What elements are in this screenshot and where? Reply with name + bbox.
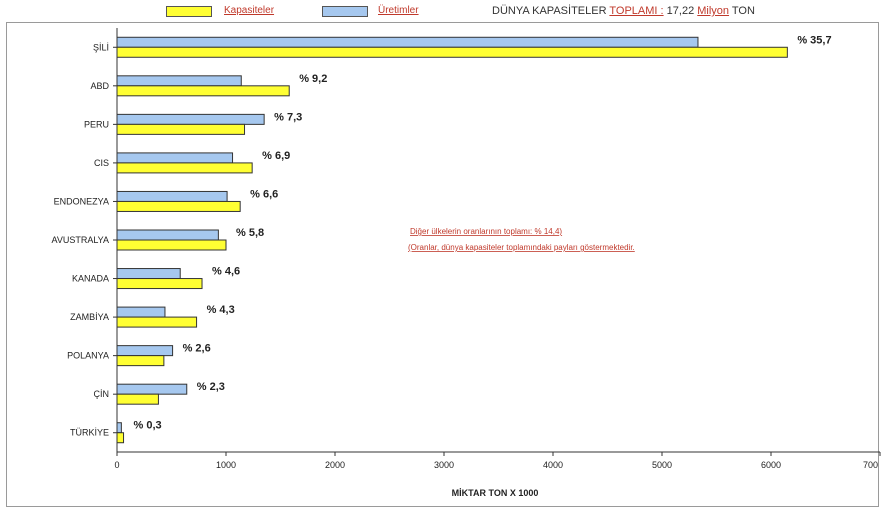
- bar-capacity: [116, 46, 788, 58]
- bar-capacity: [116, 432, 125, 444]
- percent-label: % 6,6: [250, 188, 278, 200]
- x-tick-label: 5000: [652, 460, 672, 470]
- category-label: ZAMBİYA: [70, 312, 109, 322]
- bar-production: [116, 36, 699, 48]
- bar-capacity: [116, 393, 159, 405]
- legend-capacity-label: Kapasiteler: [224, 5, 275, 16]
- bars-group: [116, 36, 788, 444]
- bar-production: [116, 268, 181, 280]
- category-label: AVUSTRALYA: [51, 235, 109, 245]
- x-tick-label: 2000: [325, 460, 345, 470]
- bar-production: [116, 190, 228, 202]
- percent-label: % 5,8: [236, 227, 264, 239]
- note-line-1: Diğer ülkelerin oranlarının toplamı: % 1…: [410, 227, 562, 236]
- percent-label: % 4,3: [207, 304, 235, 316]
- bar-production: [116, 422, 122, 434]
- category-label: PERU: [84, 119, 109, 129]
- category-label: TÜRKİYE: [70, 428, 109, 438]
- bar-production: [116, 152, 234, 164]
- chart-legend: Kapasiteler Üretimler DÜNYA KAPASİTELER …: [0, 4, 887, 20]
- chart-frame: [6, 22, 879, 507]
- category-label: KANADA: [72, 274, 109, 284]
- x-tick-label: 0: [114, 460, 119, 470]
- percent-label: % 4,6: [212, 266, 240, 278]
- legend-production-label: Üretimler: [378, 5, 419, 16]
- axes-group: ŞİLİ % 35,7 ABD % 9,2 PERU % 7,3 CIS % 6,9 ENDON…: [51, 28, 881, 470]
- category-label: CIS: [94, 158, 109, 168]
- bar-capacity: [116, 239, 227, 251]
- x-tick-label: 700: [863, 460, 878, 470]
- category-label: ŞİLİ: [93, 42, 109, 52]
- total-underlined-2: Milyon: [697, 5, 730, 17]
- x-tick-label: 1000: [216, 460, 236, 470]
- total-underlined-1: TOPLAMI :: [609, 5, 664, 17]
- total-value: 17,22: [666, 5, 695, 17]
- bar-production: [116, 229, 219, 241]
- category-label: ABD: [90, 81, 109, 91]
- category-label: ÇİN: [94, 389, 110, 399]
- x-tick-label: 3000: [434, 460, 454, 470]
- category-label: ENDONEZYA: [54, 196, 109, 206]
- percent-label: % 2,6: [183, 343, 211, 355]
- bar-capacity: [116, 355, 165, 367]
- bar-capacity: [116, 85, 290, 97]
- total-unit: TON: [731, 5, 755, 17]
- legend-production-swatch: [322, 6, 368, 17]
- percent-label: % 7,3: [274, 111, 302, 123]
- bar-capacity: [116, 200, 241, 212]
- percent-label: % 0,3: [134, 420, 162, 432]
- x-tick-label: 4000: [543, 460, 563, 470]
- legend-capacity-swatch: [166, 6, 212, 17]
- bar-production: [116, 345, 174, 357]
- bar-capacity: [116, 162, 253, 174]
- percent-label: % 9,2: [299, 73, 327, 85]
- world-capacity-total: DÜNYA KAPASİTELER TOPLAMI : 17,22 Milyon…: [492, 5, 755, 17]
- x-tick-label: 6000: [761, 460, 781, 470]
- total-prefix: DÜNYA KAPASİTELER: [492, 5, 607, 17]
- x-axis-title: MİKTAR TON X 1000: [452, 488, 539, 498]
- percent-label: % 6,9: [262, 150, 290, 162]
- percent-label: % 35,7: [797, 34, 831, 46]
- bar-production: [116, 383, 188, 395]
- bar-production: [116, 306, 166, 318]
- note-line-2: (Oranlar, dünya kapasiteler toplamındaki…: [408, 243, 635, 252]
- bar-capacity: [116, 278, 203, 290]
- category-label: POLANYA: [67, 351, 109, 361]
- bar-capacity: [116, 316, 198, 328]
- percent-label: % 2,3: [197, 381, 225, 393]
- bar-capacity: [116, 123, 246, 135]
- bar-production: [116, 113, 265, 125]
- bar-production: [116, 75, 242, 87]
